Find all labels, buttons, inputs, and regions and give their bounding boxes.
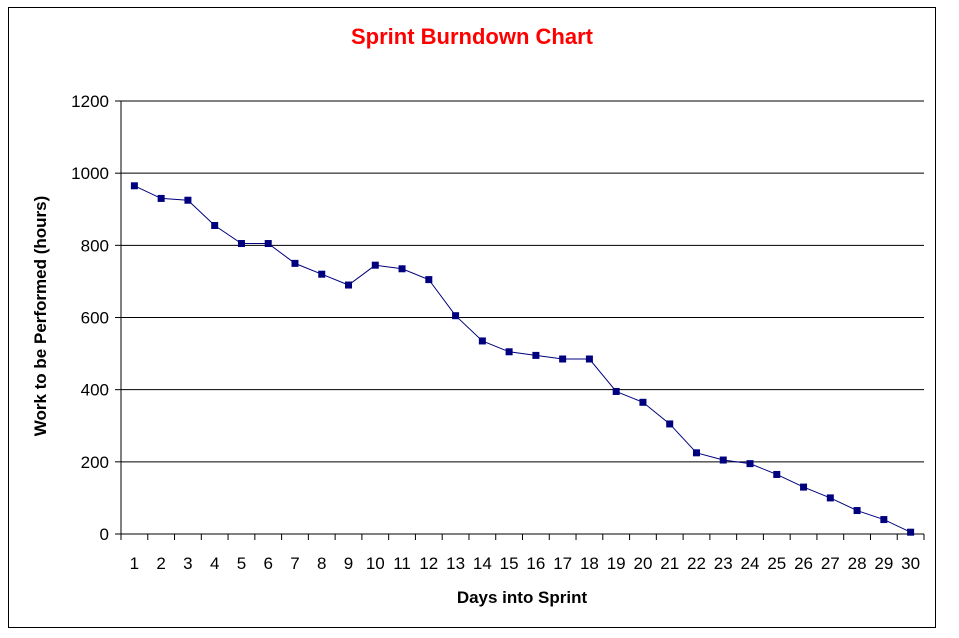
x-tick-label-11: 11 xyxy=(393,554,411,573)
x-tick-label-5: 5 xyxy=(237,554,246,573)
data-point-13 xyxy=(452,312,460,320)
x-tick-label-3: 3 xyxy=(183,554,192,573)
x-tick-label-1: 1 xyxy=(130,554,139,573)
x-tick-label-2: 2 xyxy=(156,554,165,573)
data-point-7 xyxy=(291,259,299,267)
y-tick-label-800: 800 xyxy=(81,236,109,255)
y-tick-labels: 0 200 400 600 800 1000 1200 xyxy=(71,92,109,544)
data-point-10 xyxy=(371,261,379,269)
data-point-21 xyxy=(666,420,674,428)
data-point-11 xyxy=(398,265,406,273)
x-tick-label-16: 16 xyxy=(526,554,545,573)
y-tick-label-1000: 1000 xyxy=(71,164,109,183)
x-tick-label-24: 24 xyxy=(741,554,760,573)
data-point-4 xyxy=(211,221,219,229)
series-line xyxy=(134,185,911,533)
x-tick-label-29: 29 xyxy=(874,554,893,573)
grid-lines xyxy=(121,100,924,463)
x-tick-label-27: 27 xyxy=(821,554,840,573)
x-tick-label-10: 10 xyxy=(366,554,385,573)
x-tick-label-23: 23 xyxy=(714,554,733,573)
x-tick-label-14: 14 xyxy=(473,554,492,573)
data-point-2 xyxy=(157,194,165,202)
y-tick-label-200: 200 xyxy=(81,453,109,472)
x-tick-label-12: 12 xyxy=(419,554,438,573)
data-point-24 xyxy=(746,460,754,468)
data-point-9 xyxy=(345,281,353,289)
data-point-8 xyxy=(318,270,326,278)
data-point-22 xyxy=(692,449,700,457)
data-point-3 xyxy=(184,196,192,204)
x-tick-label-4: 4 xyxy=(210,554,219,573)
y-tick-label-1200: 1200 xyxy=(71,92,109,111)
x-axis-title: Days into Sprint xyxy=(457,588,588,607)
y-tick-label-400: 400 xyxy=(81,381,109,400)
x-tick-label-30: 30 xyxy=(901,554,920,573)
x-tick-label-8: 8 xyxy=(317,554,326,573)
series-line-0 xyxy=(134,185,911,533)
x-tick-label-26: 26 xyxy=(794,554,813,573)
x-tick-label-9: 9 xyxy=(344,554,353,573)
data-point-12 xyxy=(425,276,433,284)
x-tick-label-21: 21 xyxy=(660,554,679,573)
data-point-17 xyxy=(559,355,567,363)
data-point-29 xyxy=(880,516,888,524)
y-tick-label-600: 600 xyxy=(81,309,109,328)
x-tick-label-25: 25 xyxy=(767,554,786,573)
x-tick-label-7: 7 xyxy=(290,554,299,573)
data-point-28 xyxy=(853,507,861,515)
x-tick-label-19: 19 xyxy=(607,554,626,573)
data-point-30 xyxy=(907,528,915,536)
data-point-6 xyxy=(264,240,272,248)
x-tick-labels: 1 2 3 4 5 6 7 8 9 10 11 12 13 14 15 16 17 18 19 20 21 22 23 24 2… xyxy=(130,554,920,573)
x-tick-label-17: 17 xyxy=(553,554,572,573)
x-tick-label-22: 22 xyxy=(687,554,706,573)
x-tick-label-20: 20 xyxy=(633,554,652,573)
data-point-27 xyxy=(826,494,834,502)
data-point-26 xyxy=(800,483,808,491)
x-tick-label-18: 18 xyxy=(580,554,599,573)
x-tick-label-28: 28 xyxy=(848,554,867,573)
data-point-19 xyxy=(612,387,620,395)
data-point-15 xyxy=(505,348,513,356)
data-point-5 xyxy=(237,240,245,248)
data-point-23 xyxy=(719,456,727,464)
x-tick-label-15: 15 xyxy=(500,554,519,573)
y-tick-label-0: 0 xyxy=(100,525,109,544)
y-axis-title: Work to be Performed (hours) xyxy=(31,196,50,437)
data-point-16 xyxy=(532,351,540,359)
data-point-18 xyxy=(585,355,593,363)
data-point-14 xyxy=(478,337,486,345)
data-point-1 xyxy=(130,182,138,190)
x-tick-label-13: 13 xyxy=(446,554,465,573)
series-markers xyxy=(130,182,915,536)
x-tick-label-6: 6 xyxy=(263,554,272,573)
chart-title: Sprint Burndown Chart xyxy=(351,24,593,49)
data-point-25 xyxy=(773,470,781,478)
data-point-20 xyxy=(639,398,647,406)
axes xyxy=(115,100,925,540)
